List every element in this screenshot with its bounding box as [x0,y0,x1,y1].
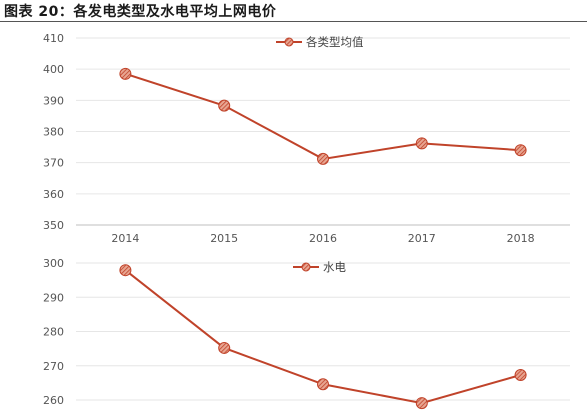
data-point [218,99,231,112]
data-point [415,397,428,410]
y-tick-label: 260 [43,394,64,407]
x-tick-label: 2015 [210,232,238,245]
series-line [125,72,521,160]
y-tick-label: 300 [43,257,64,270]
y-tick-label: 360 [43,188,64,201]
legend-marker [301,262,311,272]
data-point [218,341,231,354]
y-tick-label: 390 [43,94,64,107]
data-point [514,144,527,157]
x-tick-label: 2014 [111,232,139,245]
data-point [415,137,428,150]
y-tick-label: 290 [43,291,64,304]
chart-price-all-types: 350 360 370 380 390 400 410 2014 2015 2016 2017 201… [43,32,570,245]
x-tick-label: 2017 [408,232,436,245]
legend-label: 水电 [323,260,346,274]
x-tick-label: 2016 [309,232,337,245]
figure-title: 图表 20：各发电类型及水电平均上网电价 [4,4,277,20]
data-point [317,152,329,165]
data-point [119,264,132,277]
title-divider [0,21,587,22]
y-tick-label: 280 [43,326,64,339]
y-tick-label: 380 [43,126,64,139]
y-tick-label: 370 [43,157,64,170]
y-tick-label: 410 [43,32,64,45]
legend-label: 各类型均值 [306,35,364,49]
chart-price-hydro: 260 270 280 290 300 水电 [43,257,570,410]
data-point [317,378,329,391]
legend-marker [284,37,294,47]
y-tick-label: 350 [43,219,64,232]
data-point [119,67,132,80]
y-tick-label: 400 [43,63,64,76]
x-tick-label: 2018 [507,232,535,245]
y-tick-label: 270 [43,360,64,373]
data-point [514,368,527,381]
